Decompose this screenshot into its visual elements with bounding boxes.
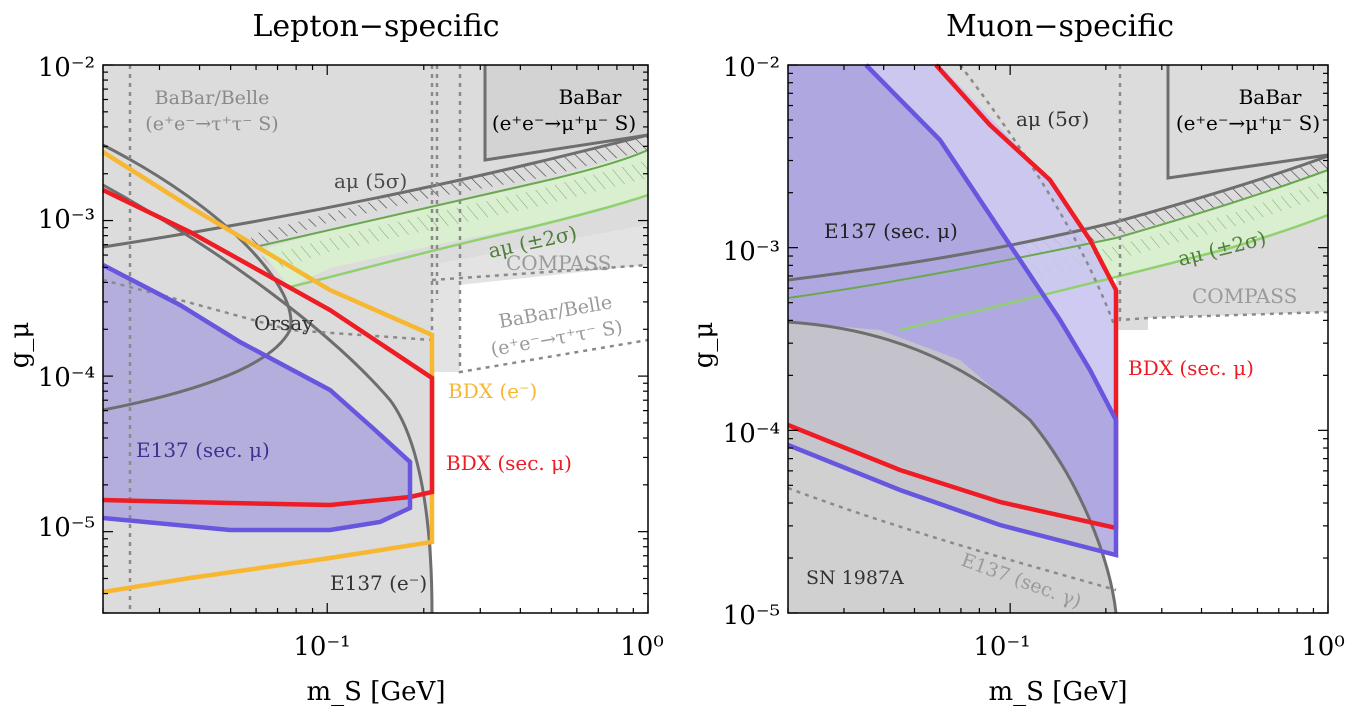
label-bdx-sec-mu: BDX (sec. μ) [1128,356,1254,380]
x-tick-label: 10⁰ [1301,632,1345,662]
label-sn1987a: SN 1987A [806,567,904,589]
amu-2sigma-lower [289,193,649,289]
babar-mu-boundary [483,65,649,162]
bdx-sec-mu-curve [102,187,435,508]
tick-marks [787,64,1329,614]
panel-muon-specific: Muon−specific aμ (5σ) BaBar [689,9,1345,707]
e137-e-curve [102,183,434,614]
label-babar-mu-process: (e⁺e⁻→μ⁺μ⁻ S) [492,111,636,135]
amu-5sigma-curve [787,154,1329,282]
label-babar-belle-tau: BaBar/Belle [155,87,270,109]
x-tick-labels: 10⁻¹ 10⁰ [293,632,663,662]
amu-2sigma-upper [254,149,649,248]
plot-frame [102,64,649,614]
orsay-curve [102,143,293,412]
dotted-boundaries [102,65,649,613]
tick-marks [102,64,649,614]
y-tick-label: 10⁻⁴ [38,363,95,393]
x-tick-labels: 10⁻¹ 10⁰ [973,632,1344,662]
y-axis-label: g_μ [5,322,35,369]
region-sn1987a [788,322,1116,613]
y-tick-labels: 10⁻⁵ 10⁻⁴ 10⁻³ 10⁻² [38,53,95,543]
y-tick-label: 10⁻² [723,53,780,83]
x-axis-label: m_S [GeV] [989,677,1128,707]
amu-2sigma-upper [787,169,1329,299]
panel-lepton-specific: Lepton−specific [5,9,664,707]
dotted-boundaries [787,64,1329,592]
label-compass: COMPASS [1192,284,1297,308]
x-axis-label: m_S [GeV] [307,677,446,707]
amu-5sigma-hatch [250,136,648,247]
label-e137-e: E137 (e⁻) [330,571,427,595]
y-tick-label: 10⁻² [38,53,95,83]
label-babar-mu: BaBar [559,85,622,109]
label-babar-belle-tau-process: (e⁺e⁻→τ⁺τ⁻ S) [145,113,278,135]
x-tick-label: 10⁰ [620,632,664,662]
label-babar-mu-process: (e⁺e⁻→μ⁺μ⁻ S) [1176,111,1320,135]
plot-frame [787,64,1329,614]
y-tick-label: 10⁻⁴ [723,419,780,449]
region-e137-sec-mu [103,265,410,530]
label-compass: COMPASS [506,251,611,275]
label-e137-sec-mu: E137 (sec. μ) [824,219,958,243]
y-tick-label: 10⁻⁵ [723,601,780,631]
babar-mu-boundary [1166,65,1329,180]
allowed-region [432,265,648,613]
e137-sec-mu-curve [787,63,1119,558]
y-tick-labels: 10⁻⁵ 10⁻⁴ 10⁻³ 10⁻² [723,53,780,631]
label-bdx-e: BDX (e⁻) [448,379,537,403]
x-tick-label: 10⁻¹ [973,632,1030,662]
label-amu-5sigma: aμ (5σ) [334,169,407,193]
e137-sec-mu-curve [101,263,413,533]
y-tick-label: 10⁻⁵ [38,513,95,543]
exclusion-babar-mu [485,65,648,160]
x-tick-label: 10⁻¹ [293,632,350,662]
allowed-region [1116,312,1328,613]
label-orsay: Orsay [254,311,314,335]
label-babar-mu: BaBar [1239,85,1302,109]
panel-title: Muon−specific [946,9,1174,44]
label-e137-sec-mu: E137 (sec. μ) [136,438,270,462]
amu-2sigma-hatch [262,160,648,270]
y-tick-label: 10⁻³ [38,205,95,235]
label-bdx-sec-mu: BDX (sec. μ) [446,451,572,475]
y-axis-label: g_μ [689,322,719,369]
amu-2sigma-lower [899,213,1329,332]
y-tick-label: 10⁻³ [723,237,780,267]
label-amu-5sigma: aμ (5σ) [1016,107,1089,131]
exclusion-compass-tau [432,225,648,372]
panel-title: Lepton−specific [252,9,499,44]
bdx-sec-mu-curve [787,63,1119,531]
